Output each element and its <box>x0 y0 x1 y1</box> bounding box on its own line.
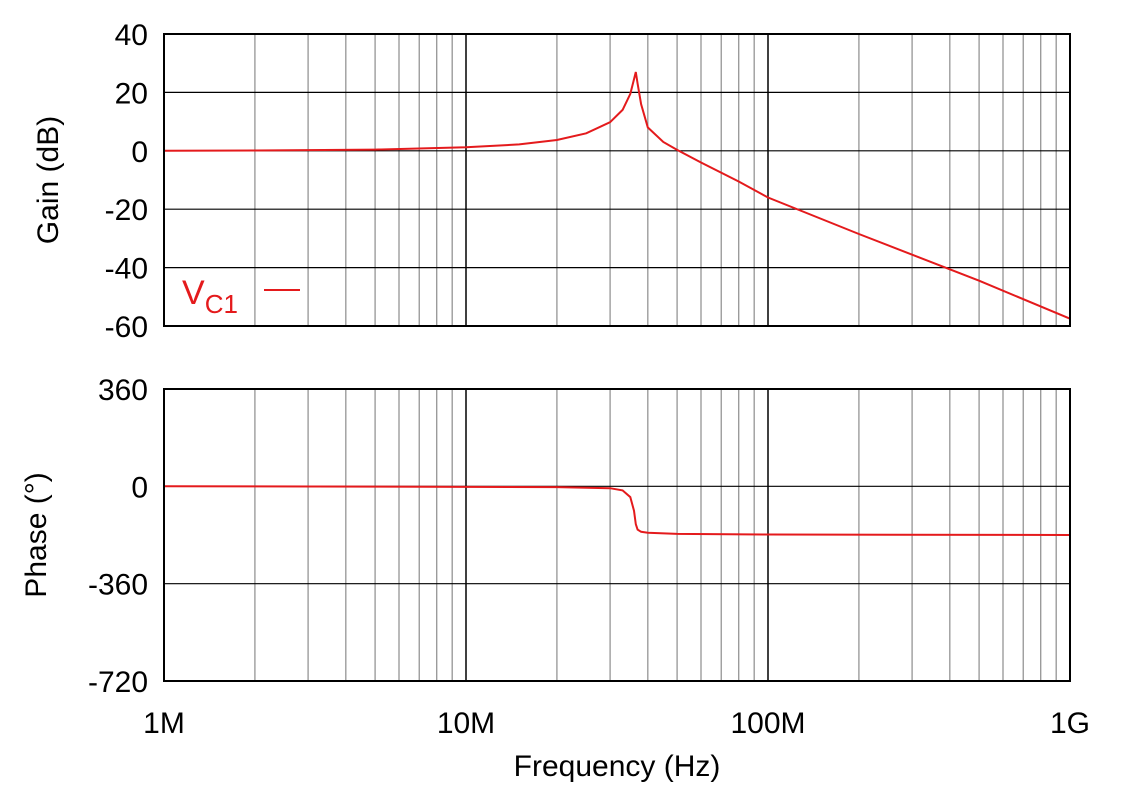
gain-y-ticks: 40 20 0 -20 -40 -60 <box>105 19 148 344</box>
legend: VC1 <box>182 274 300 319</box>
x-tick-label: 100M <box>730 707 805 740</box>
phase-y-ticks: 360 0 -360 -720 <box>88 374 148 699</box>
x-tick-label: 1G <box>1050 707 1090 740</box>
phase-plot-frame <box>163 388 1071 682</box>
phase-y-tick-label: -720 <box>88 666 148 699</box>
phase-series-line <box>163 485 1071 536</box>
x-tick-label: 10M <box>437 707 495 740</box>
phase-y-tick-label: 0 <box>131 471 148 504</box>
gain-y-tick-label: -60 <box>105 311 148 344</box>
gain-grid <box>164 34 1070 326</box>
gain-y-tick-label: 40 <box>115 19 148 52</box>
gain-y-axis-label: Gain (dB) <box>32 116 65 244</box>
x-ticks: 1M 10M 100M 1G <box>143 707 1090 740</box>
phase-panel: 360 0 -360 -720 1M 10M 100M 1G Phase (°) Frequ… <box>20 374 1090 783</box>
gain-panel: 40 20 0 -20 -40 -60 VC1 Gain (dB) <box>32 19 1071 344</box>
phase-y-axis-label: Phase (°) <box>20 472 53 597</box>
gain-y-tick-label: 20 <box>115 77 148 110</box>
gain-y-tick-label: 0 <box>131 136 148 169</box>
legend-label: VC1 <box>182 274 238 319</box>
x-axis-label: Frequency (Hz) <box>514 750 721 783</box>
phase-y-tick-label: -360 <box>88 569 148 602</box>
phase-y-tick-label: 360 <box>98 374 148 407</box>
x-tick-label: 1M <box>143 707 185 740</box>
gain-series-line <box>163 71 1071 320</box>
gain-plot-frame <box>163 33 1071 327</box>
gain-y-tick-label: -40 <box>105 253 148 286</box>
gain-y-tick-label: -20 <box>105 194 148 227</box>
